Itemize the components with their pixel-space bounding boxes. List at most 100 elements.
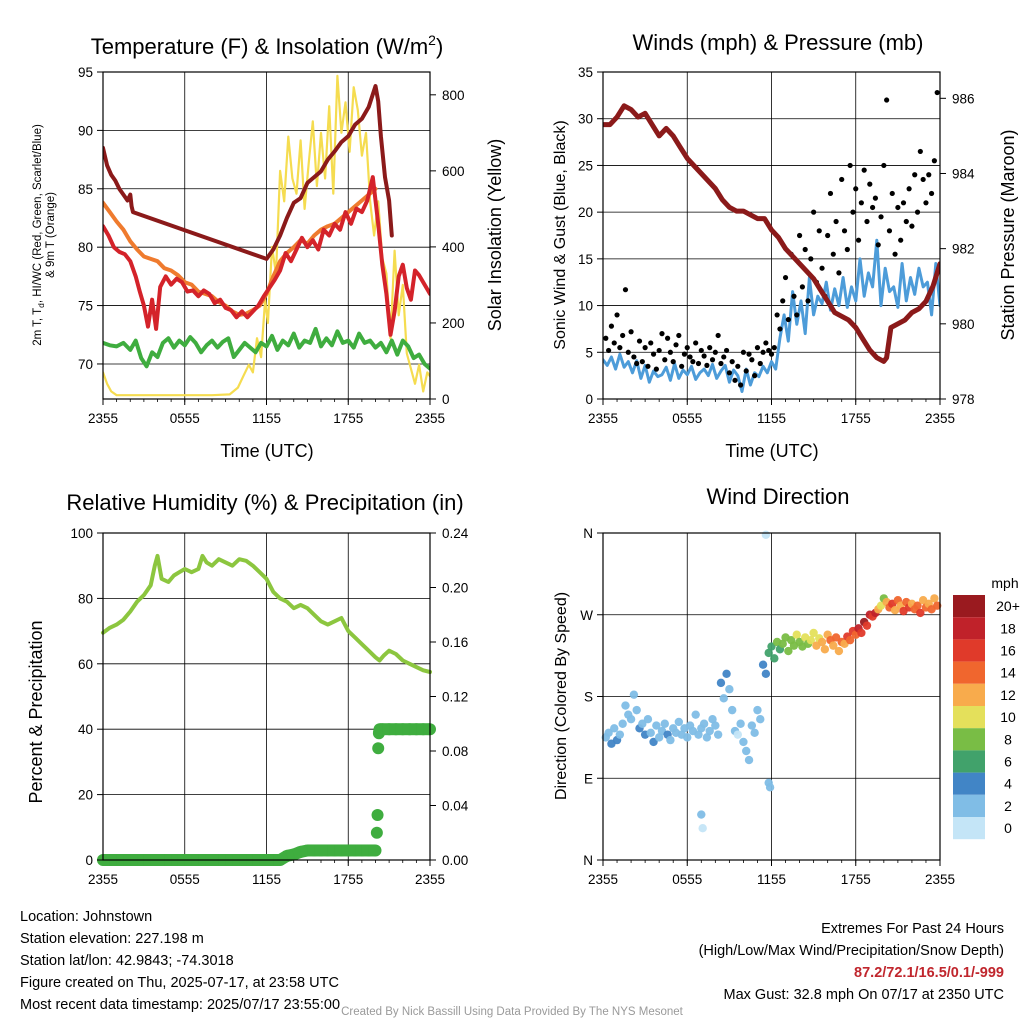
rh-ytick-label: 0 <box>85 853 93 868</box>
direction-point <box>674 717 684 727</box>
wind-gust-point <box>698 347 704 354</box>
humidity-line <box>101 553 432 674</box>
direction-point <box>744 755 754 765</box>
rh-xtick-label: 0555 <box>170 872 200 887</box>
direction-point <box>652 721 661 730</box>
direction-point <box>615 730 625 739</box>
wind-gust-point <box>836 270 842 276</box>
legend-label: 4 <box>1004 776 1012 792</box>
direction-point <box>629 690 639 699</box>
direction-point <box>610 724 619 733</box>
wind-gust-point <box>673 342 679 348</box>
legend-label: 6 <box>1004 754 1012 770</box>
rh-y2tick-label: 0.12 <box>442 690 468 705</box>
wind-gust-point <box>757 360 763 367</box>
dir-ytick-label: N <box>583 526 593 541</box>
wind-gust-point <box>625 349 631 355</box>
precip-segment <box>299 844 309 858</box>
wind-gust-point <box>656 347 662 354</box>
wind-gust-point <box>659 331 665 337</box>
wind-gust-point <box>794 312 800 318</box>
wind-gust-point <box>777 326 783 332</box>
wind-gust-point <box>855 237 862 243</box>
wind-gust-point <box>684 345 690 351</box>
rh-y2tick-label: 0.20 <box>442 581 468 596</box>
wind-gust-point <box>695 360 702 367</box>
wind-gust-point <box>611 340 617 346</box>
wind-gust-point <box>639 359 645 365</box>
direction-point <box>694 730 703 739</box>
direction-point <box>913 601 922 610</box>
wind-gust-point <box>718 360 724 367</box>
direction-point <box>698 824 707 833</box>
dir-xtick-label: 0555 <box>672 872 702 887</box>
direction-point <box>638 719 647 728</box>
legend-label: 20+ <box>996 598 1020 614</box>
direction-point <box>727 705 737 715</box>
legend-swatch <box>953 728 985 751</box>
wind-gust-point <box>648 340 654 346</box>
wind-xtick-label: 0555 <box>672 411 702 426</box>
wind-gust-point <box>662 357 668 363</box>
direction-point <box>702 733 712 742</box>
max-gust-text: Max Gust: 32.8 mph On 07/17 at 2350 UTC <box>723 987 1004 1003</box>
temp-ytick-label: 80 <box>78 240 93 255</box>
temp-xtick-label: 2355 <box>415 411 445 426</box>
wind-y2tick-label: 980 <box>952 317 975 332</box>
legend-label: 14 <box>1000 665 1016 681</box>
wind-ytick-label: 35 <box>578 65 593 80</box>
location-text: Location: Johnstown <box>20 909 153 925</box>
wind-gust-point <box>650 351 657 357</box>
temp-series-line <box>103 186 378 317</box>
wind-gust-point <box>808 256 814 262</box>
wind-gust-point <box>898 237 904 243</box>
direction-point <box>831 633 841 642</box>
rh-ylabel: Percent & Precipitation <box>26 620 46 803</box>
wind-gust-point <box>870 204 876 211</box>
legend-swatch <box>953 750 985 773</box>
direction-point <box>862 621 872 630</box>
legend-swatch <box>953 617 985 640</box>
rh-ytick-label: 60 <box>78 657 93 672</box>
wind-gust-point <box>917 148 923 155</box>
wind-speed-line <box>603 238 940 393</box>
legend-swatch <box>953 706 985 729</box>
wind-gust-point <box>681 351 688 357</box>
wind-y2tick-label: 984 <box>952 166 975 181</box>
dir-ytick-label: N <box>583 853 593 868</box>
rh-xtick-label: 2355 <box>415 872 445 887</box>
direction-point <box>890 606 900 615</box>
wind-gust-point <box>642 345 648 351</box>
wind-gust-point <box>934 89 940 96</box>
wind-y2tick-label: 978 <box>952 392 975 407</box>
legend-title: mph <box>991 575 1018 591</box>
wind-ytick-label: 15 <box>578 252 593 267</box>
temp-y2tick-label: 600 <box>442 164 465 179</box>
wind-gust-point <box>754 345 761 351</box>
rh-y2tick-label: 0.08 <box>442 744 468 759</box>
wind-title: Winds (mph) & Pressure (mb) <box>633 30 924 55</box>
wind-gust-point <box>712 349 718 355</box>
wind-gust-point <box>723 347 730 354</box>
wind-gust-point <box>752 373 758 379</box>
wind-gust-point <box>687 354 693 360</box>
credit-text: Created By Nick Bassill Using Data Provi… <box>341 1006 683 1018</box>
wind-gust-point <box>617 345 623 351</box>
temp-ytick-label: 70 <box>78 357 93 372</box>
temp-ylabel-line2: & 9m T (Orange) <box>45 192 57 278</box>
wind-gust-point <box>763 340 769 346</box>
direction-point <box>770 654 779 663</box>
precip-segment <box>291 846 303 861</box>
direction-point <box>809 628 818 638</box>
wind-xtick-label: 2355 <box>588 411 618 426</box>
direction-point <box>820 645 830 654</box>
direction-point <box>758 660 768 669</box>
temp-title-main: Temperature (F) & Insolation (W/m <box>91 34 428 59</box>
direction-point <box>829 641 838 650</box>
latlon-text: Station lat/lon: 42.9843; -74.3018 <box>20 953 234 969</box>
direction-point <box>930 594 939 603</box>
created-text: Figure created on Thu, 2025-07-17, at 23… <box>20 975 339 991</box>
wind-gust-point <box>839 176 845 183</box>
precip-point <box>371 809 384 822</box>
